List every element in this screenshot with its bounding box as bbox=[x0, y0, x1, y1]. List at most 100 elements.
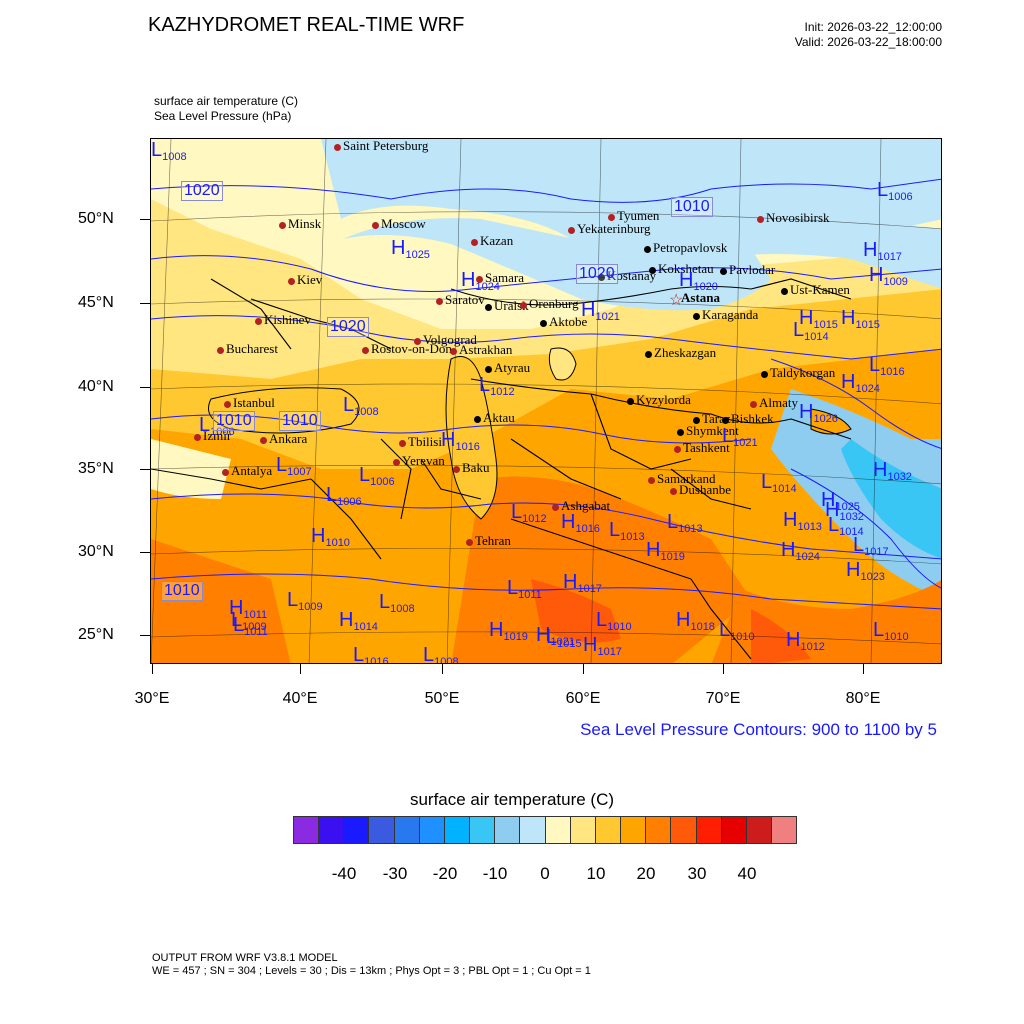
isobar-label: 1010 bbox=[161, 581, 203, 601]
colorbar-label: 20 bbox=[636, 864, 656, 883]
city-dot-icon bbox=[520, 302, 527, 309]
city-label: Tyumen bbox=[617, 208, 660, 223]
city-dot-icon bbox=[217, 347, 224, 354]
city-label: Petropavlovsk bbox=[653, 240, 728, 255]
city-label: Tehran bbox=[475, 533, 511, 548]
city-label: Tashkent bbox=[683, 440, 730, 455]
pressure-center-letter: H bbox=[461, 269, 476, 291]
pressure-center-value: 1021 bbox=[733, 437, 758, 449]
pressure-center-value: 1008 bbox=[390, 603, 415, 615]
lon-label-30: 30°E bbox=[134, 690, 170, 707]
city-dot-icon bbox=[781, 288, 788, 295]
pressure-center-value: 1017 bbox=[864, 546, 889, 558]
lake-balkhash bbox=[810, 408, 852, 435]
colorbar-label: 0 bbox=[540, 864, 550, 883]
city-label: Kazan bbox=[480, 233, 514, 248]
cold-pool-central bbox=[343, 218, 771, 311]
lon-tick bbox=[442, 664, 443, 674]
lat-label-25: 25°N bbox=[78, 626, 114, 643]
high-pressure-center: H1024 bbox=[781, 539, 820, 563]
footer-model: OUTPUT FROM WRF V3.8.1 MODEL bbox=[152, 952, 338, 964]
colorbar-label: -40 bbox=[331, 864, 357, 883]
low-pressure-center: L1006 bbox=[359, 464, 395, 488]
colorbar-box bbox=[419, 817, 445, 843]
pressure-center-value: 1006 bbox=[210, 426, 235, 438]
colorbar-box bbox=[621, 817, 647, 843]
colorbar-box bbox=[344, 817, 370, 843]
isobar-label: 1010 bbox=[671, 197, 713, 217]
pressure-center-value: 1015 bbox=[813, 319, 838, 331]
city-dot-icon bbox=[222, 469, 229, 476]
pressure-center-letter: H bbox=[781, 539, 796, 561]
forecast-map bbox=[151, 139, 941, 663]
city-dot-icon bbox=[645, 351, 652, 358]
high-pressure-center: H1012 bbox=[786, 629, 825, 653]
pressure-center-letter: H bbox=[841, 307, 856, 329]
city-label: Orenburg bbox=[529, 296, 579, 311]
pressure-center-letter: L bbox=[828, 514, 840, 536]
high-pressure-center: H1026 bbox=[799, 401, 838, 425]
high-pressure-center: H1021 bbox=[536, 624, 575, 648]
pressure-center-value: 1024 bbox=[795, 551, 820, 563]
lon-tick bbox=[863, 664, 864, 674]
pressure-center-value: 1013 bbox=[678, 523, 703, 535]
pressure-center-value: 1019 bbox=[660, 551, 685, 563]
lon-label-40: 40°E bbox=[282, 690, 318, 707]
pressure-center-value: 1025 bbox=[405, 249, 430, 261]
low-pressure-center: L1015 bbox=[546, 626, 582, 650]
pressure-center-letter: H bbox=[646, 539, 661, 561]
colorbar-box bbox=[646, 817, 672, 843]
pressure-center-value: 1020 bbox=[693, 281, 718, 293]
hot-zone-arabia bbox=[151, 539, 291, 663]
mountain-cold-zone bbox=[771, 389, 941, 599]
city-dot-icon bbox=[362, 347, 369, 354]
pressure-center-letter: H bbox=[799, 401, 814, 423]
low-pressure-center: L1007 bbox=[276, 454, 312, 478]
city-dot-icon bbox=[540, 320, 547, 327]
city-dot-icon bbox=[757, 216, 764, 223]
lon-tick bbox=[300, 664, 301, 674]
pressure-center-letter: L bbox=[231, 609, 243, 631]
city-label: Atyrau bbox=[494, 360, 531, 375]
pressure-center-value: 1011 bbox=[244, 626, 268, 638]
isobar-label: 1020 bbox=[181, 181, 223, 201]
colorbar-box bbox=[444, 817, 471, 843]
lat-tick bbox=[140, 635, 150, 636]
pressure-center-letter: H bbox=[821, 489, 836, 511]
city-dot-icon bbox=[474, 416, 481, 423]
low-pressure-center: L1010 bbox=[596, 609, 632, 633]
city-label: Bucharest bbox=[226, 341, 278, 356]
hot-zone-indus bbox=[751, 609, 811, 663]
lon-label-80: 80°E bbox=[845, 690, 881, 707]
high-pressure-center: H1025 bbox=[821, 489, 860, 513]
city-label: Astana bbox=[681, 290, 721, 305]
pressure-center-value: 1012 bbox=[490, 386, 515, 398]
city-label: Yerevan bbox=[402, 453, 445, 468]
low-pressure-center: L1008 bbox=[423, 644, 459, 663]
city-dot-icon bbox=[750, 401, 757, 408]
map-panel[interactable]: Saint Petersburg Minsk Moscow Kazan Yekateri… bbox=[150, 138, 942, 664]
city-label: Zheskazgan bbox=[654, 345, 717, 360]
isobar-label: 1020 bbox=[327, 317, 369, 337]
pressure-center-letter: L bbox=[276, 454, 288, 476]
colorbar-box bbox=[319, 817, 345, 843]
pressure-center-value: 1011 bbox=[518, 589, 542, 601]
pressure-center-letter: L bbox=[353, 644, 365, 664]
isobar-label: 1010 bbox=[213, 411, 255, 431]
city-dot-icon bbox=[279, 222, 286, 229]
pressure-center-letter: H bbox=[441, 429, 456, 451]
colorbar-box bbox=[495, 817, 521, 843]
low-pressure-center: L1006 bbox=[326, 484, 362, 508]
isobar-label: 1020 bbox=[576, 264, 618, 284]
pressure-center-letter: L bbox=[507, 577, 519, 599]
city-label: Taldykorgan bbox=[770, 365, 836, 380]
black-sea bbox=[208, 387, 360, 434]
pressure-center-value: 1017 bbox=[597, 646, 622, 658]
isobars bbox=[151, 178, 941, 610]
model-footer: OUTPUT FROM WRF V3.8.1 MODEL WE = 457 ; … bbox=[152, 952, 591, 978]
page-title: KAZHYDROMET REAL-TIME WRF bbox=[148, 14, 465, 36]
mountain-colder-zone bbox=[841, 439, 941, 559]
colorbar-box bbox=[394, 817, 420, 843]
high-pressure-center: H1009 bbox=[869, 264, 908, 288]
pressure-center-letter: L bbox=[596, 609, 608, 631]
